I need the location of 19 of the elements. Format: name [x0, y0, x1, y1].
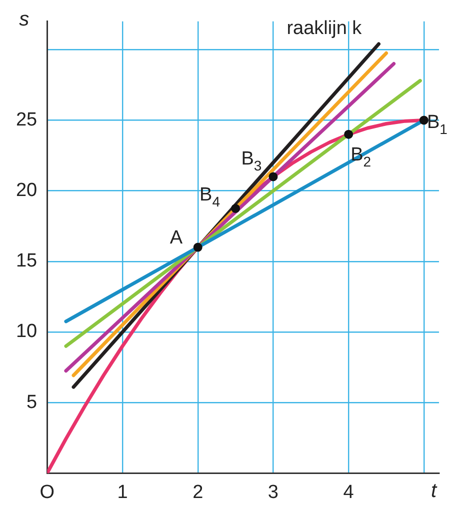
y-tick-label: 20: [16, 180, 38, 202]
point: [193, 242, 202, 252]
point: [231, 204, 240, 213]
x-tick-label: 1: [117, 482, 128, 503]
x-axis-title: t: [431, 480, 438, 502]
point: [344, 130, 354, 139]
x-tick-label: O: [40, 482, 55, 503]
y-tick-label: 10: [16, 321, 38, 342]
y-tick-label: 15: [16, 250, 38, 272]
x-tick-label: 3: [268, 482, 278, 503]
annotation: raaklijn k: [286, 18, 362, 39]
point: [419, 116, 428, 125]
y-tick-label: 25: [16, 109, 38, 130]
y-tick-label: 5: [26, 392, 38, 413]
y-axis-title: s: [19, 8, 30, 30]
point: [268, 172, 278, 182]
annotation: A: [170, 227, 183, 248]
x-tick-label: 2: [192, 482, 204, 503]
x-tick-label: 4: [343, 482, 354, 503]
